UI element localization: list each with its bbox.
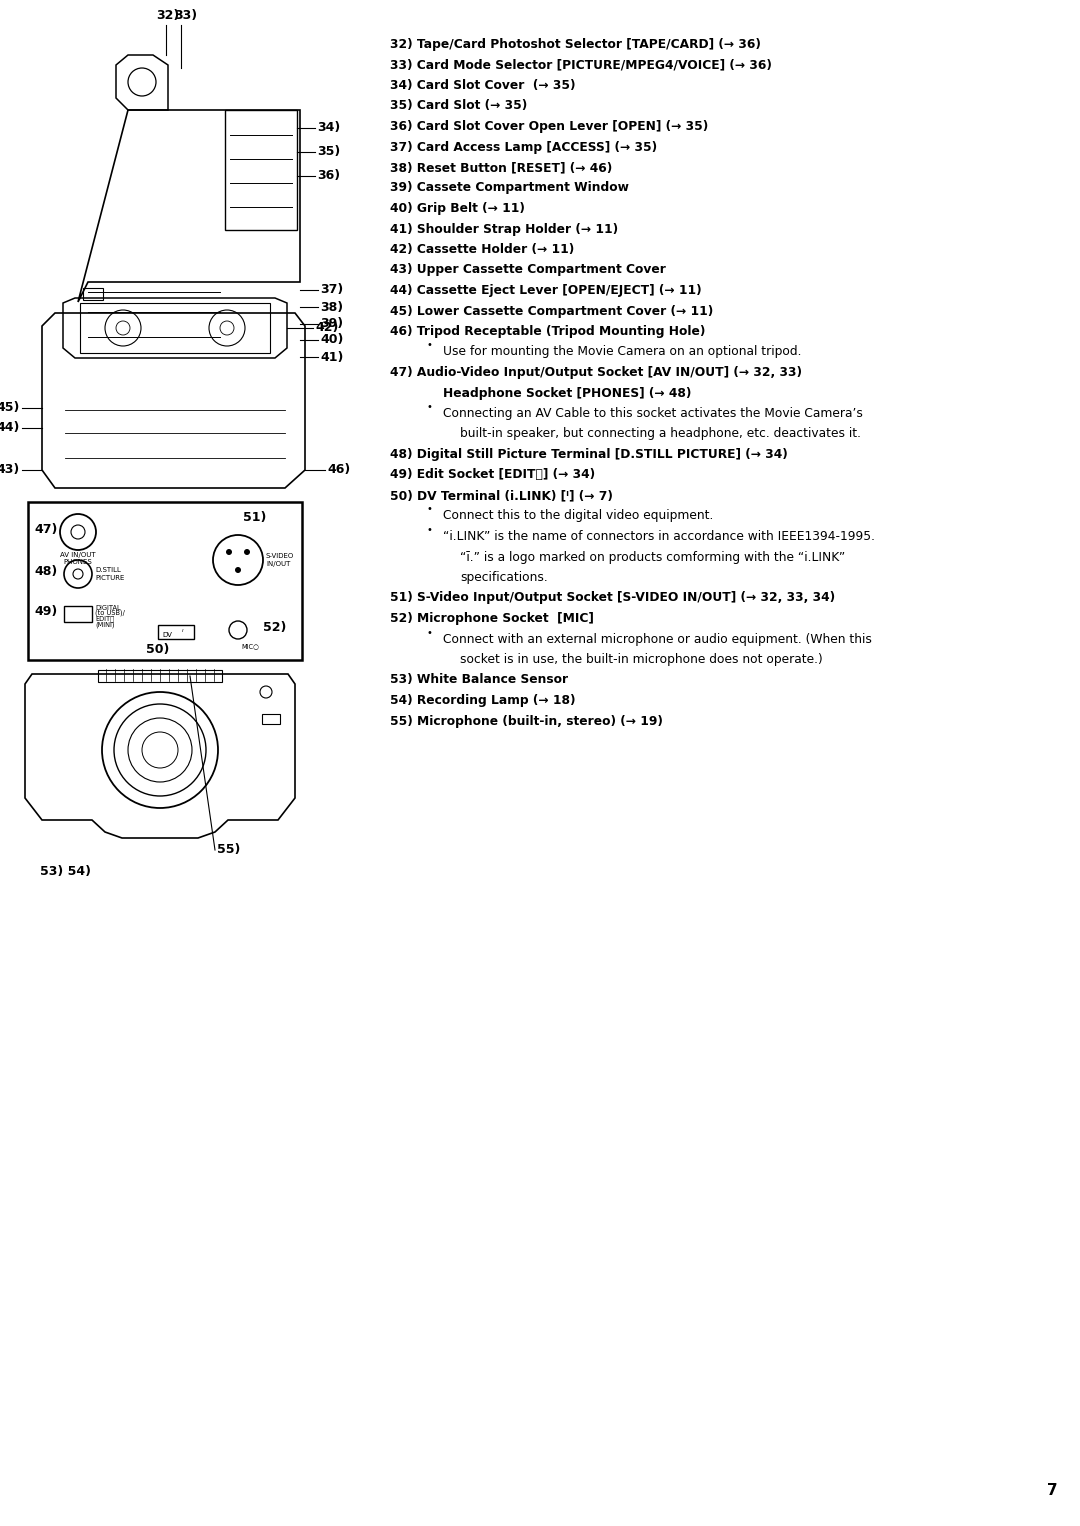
Text: 40): 40) [320, 334, 343, 346]
Text: 50) DV Terminal (i.LINK) [ᴵ] (→ 7): 50) DV Terminal (i.LINK) [ᴵ] (→ 7) [390, 488, 612, 502]
Text: 42): 42) [315, 322, 338, 334]
Text: 49) Edit Socket [EDITⓢ] (→ 34): 49) Edit Socket [EDITⓢ] (→ 34) [390, 468, 595, 482]
Bar [225, 110, 297, 230]
Text: Use for mounting the Movie Camera on an optional tripod.: Use for mounting the Movie Camera on an … [443, 345, 801, 359]
Text: 46): 46) [327, 464, 350, 476]
Text: 36) Card Slot Cover Open Lever [OPEN] (→ 35): 36) Card Slot Cover Open Lever [OPEN] (→… [390, 121, 708, 133]
Bar [28, 502, 302, 661]
Text: 47): 47) [33, 523, 57, 537]
Text: 52): 52) [264, 621, 286, 635]
Bar [64, 606, 92, 623]
Text: 38): 38) [320, 301, 343, 313]
Text: 41): 41) [320, 351, 343, 363]
Text: specifications.: specifications. [460, 571, 548, 584]
Text: PICTURE: PICTURE [95, 575, 124, 581]
Text: 48) Digital Still Picture Terminal [D.STILL PICTURE] (→ 34): 48) Digital Still Picture Terminal [D.ST… [390, 449, 787, 461]
Text: •: • [427, 627, 433, 638]
Text: EDITⓢ: EDITⓢ [95, 615, 114, 623]
Text: 44) Cassette Eject Lever [OPEN/EJECT] (→ 11): 44) Cassette Eject Lever [OPEN/EJECT] (→… [390, 284, 702, 298]
Text: built-in speaker, but connecting a headphone, etc. deactivates it.: built-in speaker, but connecting a headp… [460, 427, 861, 441]
Text: 52) Microphone Socket  [MIC]: 52) Microphone Socket [MIC] [390, 612, 594, 626]
Text: ᴵ: ᴵ [183, 629, 184, 638]
Text: 32) Tape/Card Photoshot Selector [TAPE/CARD] (→ 36): 32) Tape/Card Photoshot Selector [TAPE/C… [390, 38, 761, 50]
Text: 50): 50) [146, 644, 170, 656]
Text: Connect with an external microphone or audio equipment. (When this: Connect with an external microphone or a… [443, 632, 872, 645]
Text: MIC○: MIC○ [241, 642, 259, 649]
Text: (to USB)/: (to USB)/ [95, 610, 125, 617]
Text: 32): 32) [156, 9, 179, 21]
Text: D.STILL: D.STILL [95, 568, 121, 572]
Text: 35) Card Slot (→ 35): 35) Card Slot (→ 35) [390, 99, 527, 113]
Text: 53) 54): 53) 54) [40, 865, 91, 879]
Text: 42) Cassette Holder (→ 11): 42) Cassette Holder (→ 11) [390, 243, 575, 256]
Text: 48): 48) [33, 566, 57, 578]
Text: Connect this to the digital video equipment.: Connect this to the digital video equipm… [443, 510, 714, 522]
Text: DV: DV [162, 632, 172, 638]
Text: 51): 51) [243, 511, 267, 525]
Text: 45) Lower Cassette Compartment Cover (→ 11): 45) Lower Cassette Compartment Cover (→ … [390, 305, 713, 317]
Text: 43) Upper Cassette Compartment Cover: 43) Upper Cassette Compartment Cover [390, 264, 666, 276]
Text: 36): 36) [318, 169, 340, 183]
Text: 39) Cassete Compartment Window: 39) Cassete Compartment Window [390, 182, 629, 194]
Text: 38) Reset Button [RESET] (→ 46): 38) Reset Button [RESET] (→ 46) [390, 162, 612, 174]
Text: 55): 55) [217, 844, 241, 856]
Text: 44): 44) [0, 421, 21, 435]
Text: 45): 45) [0, 401, 21, 415]
Text: socket is in use, the built-in microphone does not operate.): socket is in use, the built-in microphon… [460, 653, 823, 665]
Text: 47) Audio-Video Input/Output Socket [AV IN/OUT] (→ 32, 33): 47) Audio-Video Input/Output Socket [AV … [390, 366, 802, 378]
Text: DIGITAL: DIGITAL [95, 604, 121, 610]
Bar [262, 714, 280, 723]
Text: 39): 39) [320, 317, 343, 331]
Text: AV IN/OUT: AV IN/OUT [60, 552, 96, 559]
Text: •: • [427, 340, 433, 351]
Text: 49): 49) [33, 606, 57, 618]
Bar [158, 626, 194, 639]
Text: 37) Card Access Lamp [ACCESS] (→ 35): 37) Card Access Lamp [ACCESS] (→ 35) [390, 140, 657, 154]
Circle shape [244, 549, 249, 555]
Text: (MINI): (MINI) [95, 621, 114, 629]
Text: 37): 37) [320, 284, 343, 296]
Text: 43): 43) [0, 464, 21, 476]
Text: 35): 35) [318, 145, 340, 159]
Text: S-VIDEO: S-VIDEO [266, 552, 294, 559]
Text: 41) Shoulder Strap Holder (→ 11): 41) Shoulder Strap Holder (→ 11) [390, 223, 618, 235]
Text: IN/OUT: IN/OUT [266, 562, 291, 568]
Text: •: • [427, 401, 433, 412]
Bar [83, 288, 103, 301]
Circle shape [226, 549, 232, 555]
Text: “i.LINK” is the name of connectors in accordance with IEEE1394-1995.: “i.LINK” is the name of connectors in ac… [443, 530, 875, 543]
Text: 40) Grip Belt (→ 11): 40) Grip Belt (→ 11) [390, 201, 525, 215]
Text: PHONES: PHONES [64, 559, 93, 565]
Text: 33): 33) [174, 9, 198, 21]
Text: “ī.” is a logo marked on products comforming with the “i.LINK”: “ī.” is a logo marked on products comfor… [460, 551, 846, 563]
Text: Connecting an AV Cable to this socket activates the Movie Camera’s: Connecting an AV Cable to this socket ac… [443, 407, 863, 420]
Text: Headphone Socket [PHONES] (→ 48): Headphone Socket [PHONES] (→ 48) [443, 386, 691, 400]
Text: 33) Card Mode Selector [PICTURE/MPEG4/VOICE] (→ 36): 33) Card Mode Selector [PICTURE/MPEG4/VO… [390, 58, 772, 72]
Circle shape [235, 568, 241, 572]
Text: 34) Card Slot Cover  (→ 35): 34) Card Slot Cover (→ 35) [390, 79, 576, 92]
Text: 34): 34) [318, 122, 340, 134]
Bar [80, 304, 270, 353]
Bar [98, 670, 222, 682]
Text: •: • [427, 505, 433, 514]
Text: 46) Tripod Receptable (Tripod Mounting Hole): 46) Tripod Receptable (Tripod Mounting H… [390, 325, 705, 337]
Text: 53) White Balance Sensor: 53) White Balance Sensor [390, 673, 568, 687]
Text: 55) Microphone (built-in, stereo) (→ 19): 55) Microphone (built-in, stereo) (→ 19) [390, 714, 663, 728]
Text: 54) Recording Lamp (→ 18): 54) Recording Lamp (→ 18) [390, 694, 576, 707]
Text: 7: 7 [1047, 1483, 1057, 1499]
Text: 51) S-Video Input/Output Socket [S-VIDEO IN/OUT] (→ 32, 33, 34): 51) S-Video Input/Output Socket [S-VIDEO… [390, 592, 835, 604]
Text: •: • [427, 525, 433, 536]
